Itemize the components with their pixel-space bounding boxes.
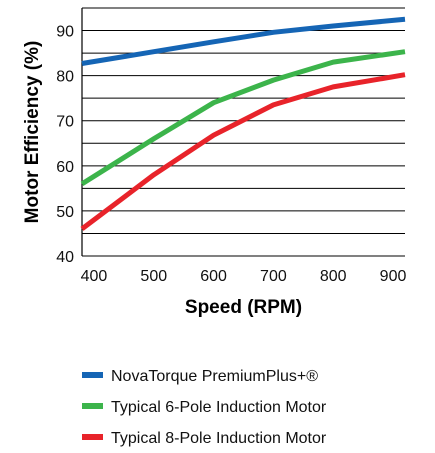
gridlines <box>82 7 405 257</box>
legend: NovaTorque PremiumPlus+® Typical 6-Pole I… <box>82 368 327 447</box>
legend-label-2: Typical 6-Pole Induction Motor <box>111 399 327 416</box>
y-tick-label: 70 <box>56 114 74 131</box>
legend-label-1: NovaTorque PremiumPlus+® <box>111 368 318 385</box>
x-tick-label: 900 <box>380 268 407 285</box>
series-line-2 <box>80 49 406 187</box>
series-lines <box>80 16 406 231</box>
x-tick-label: 800 <box>320 268 347 285</box>
x-axis-title: Speed (RPM) <box>185 297 302 318</box>
legend-swatch-1 <box>82 372 103 378</box>
y-tick-label: 60 <box>56 159 74 176</box>
x-tick-label: 600 <box>200 268 227 285</box>
x-tick-label: 400 <box>81 268 108 285</box>
legend-label-3: Typical 8-Pole Induction Motor <box>111 430 327 447</box>
series-line-3 <box>80 72 406 231</box>
legend-swatch-3 <box>82 434 103 440</box>
legend-swatch-2 <box>82 403 103 409</box>
x-tick-label: 700 <box>260 268 287 285</box>
x-tick-label: 500 <box>140 268 167 285</box>
y-tick-labels: 40 50 60 70 80 90 <box>56 24 74 266</box>
y-tick-label: 40 <box>56 249 74 266</box>
series-line-1 <box>81 16 406 66</box>
y-tick-label: 80 <box>56 69 74 86</box>
y-tick-label: 50 <box>56 204 74 221</box>
x-tick-labels: 400 500 600 700 800 900 <box>81 268 407 285</box>
y-tick-label: 90 <box>56 24 74 41</box>
y-axis-title: Motor Efficiency (%) <box>22 41 43 224</box>
